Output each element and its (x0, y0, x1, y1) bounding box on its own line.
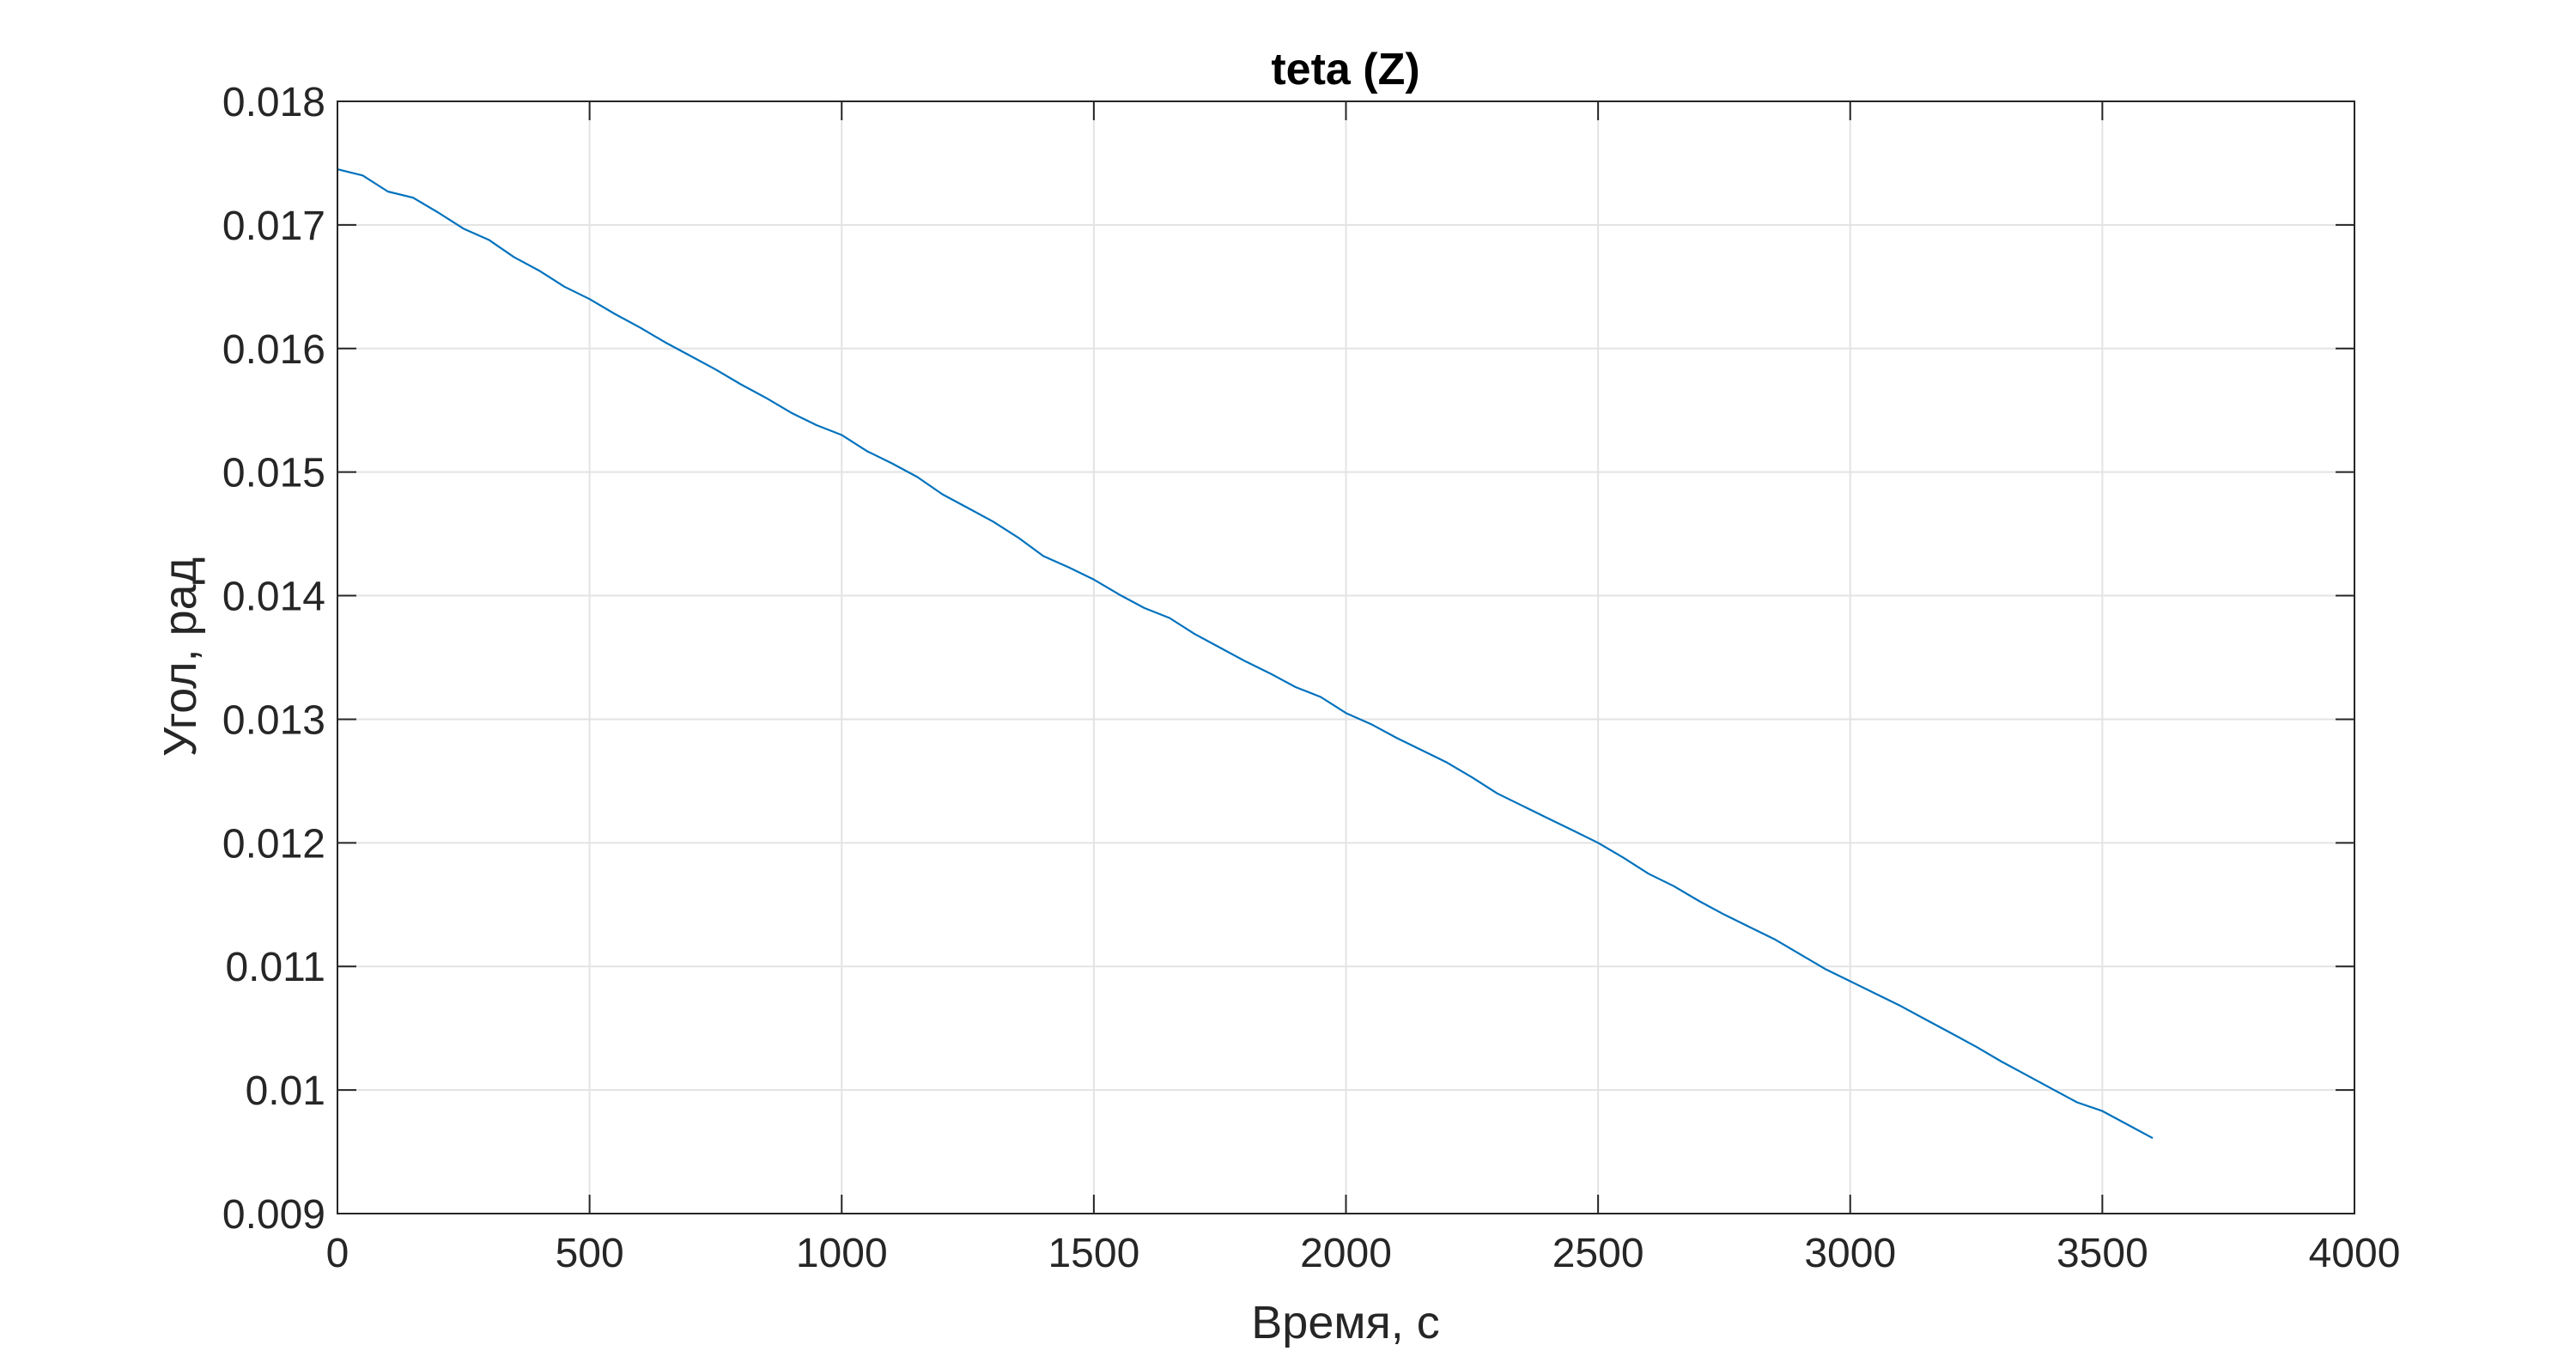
y-tick-label: 0.015 (222, 451, 325, 496)
y-tick-label: 0.017 (222, 204, 325, 249)
chart-title: teta (Z) (1271, 45, 1419, 94)
y-axis-label: Угол, рад (155, 557, 206, 757)
y-tick-label: 0.01 (246, 1068, 325, 1114)
y-tick-label: 0.009 (222, 1192, 325, 1238)
x-tick-label: 3000 (1804, 1231, 1896, 1276)
x-tick-label: 1000 (796, 1231, 888, 1276)
grid-lines (337, 101, 2354, 1214)
x-tick-label: 1500 (1048, 1231, 1139, 1276)
x-tick-label: 4000 (2309, 1231, 2401, 1276)
x-tick-labels: 0 500 1000 1500 2000 2500 3000 3500 4000 (326, 1231, 2401, 1276)
y-tick-label: 0.013 (222, 697, 325, 743)
x-tick-label: 2500 (1552, 1231, 1644, 1276)
y-tick-label: 0.011 (225, 945, 325, 990)
x-tick-label: 0 (326, 1231, 349, 1276)
x-tick-label: 2000 (1300, 1231, 1392, 1276)
x-tick-label: 500 (556, 1231, 624, 1276)
series-line (337, 168, 2154, 1140)
y-tick-label: 0.018 (222, 80, 325, 125)
y-tick-label: 0.012 (222, 821, 325, 867)
x-axis-label: Время, с (1251, 1297, 1439, 1348)
y-tick-label: 0.016 (222, 327, 325, 373)
y-tick-label: 0.014 (222, 575, 325, 620)
y-tick-labels: 0.009 0.01 0.011 0.012 0.013 0.014 0.015 0.016 0… (222, 80, 325, 1238)
plot-frame (337, 100, 2355, 1214)
x-tick-label: 3500 (2057, 1231, 2148, 1276)
